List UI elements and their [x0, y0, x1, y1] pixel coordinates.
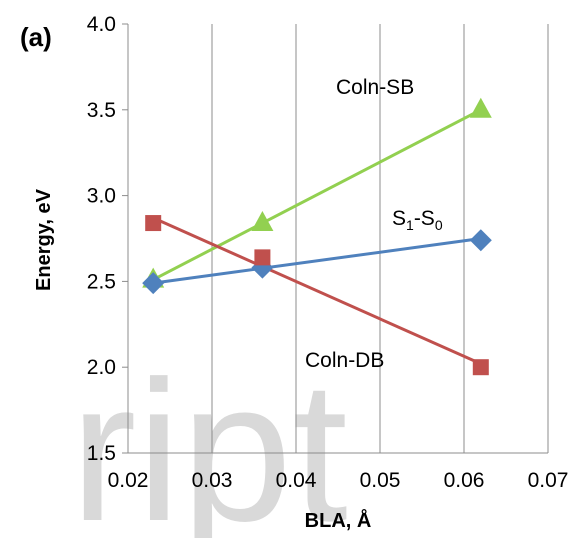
x-axis-label: BLA, Å	[305, 508, 372, 532]
markers	[142, 97, 492, 376]
marker-conin-sb-2	[469, 97, 492, 118]
y-tick-label-1: 2.0	[87, 356, 116, 379]
y-tick-label-3: 3.0	[87, 185, 116, 208]
x-tick-labels: 0.02 0.03 0.04 0.05 0.06 0.07	[108, 469, 569, 492]
watermark: ript	[70, 340, 348, 538]
x-tick-label-3: 0.05	[360, 469, 401, 492]
grid	[122, 23, 549, 454]
y-tick-label-5: 4.0	[87, 13, 116, 36]
y-tick-label-2: 2.5	[87, 270, 116, 293]
series-label-conin-sb: Coln-SB	[336, 76, 414, 99]
x-tick-label-0: 0.02	[108, 469, 149, 492]
y-tick-label-4: 3.5	[87, 99, 116, 122]
marker-conin-db-1	[254, 249, 271, 266]
s1-s0-label-mid: -S	[414, 207, 435, 230]
panel-label: (a)	[20, 22, 52, 52]
plot-area	[122, 23, 549, 454]
y-tick-label-0: 1.5	[87, 442, 116, 465]
x-tick-label-2: 0.04	[276, 469, 317, 492]
series-label-s1-s0: S1-S0	[392, 207, 443, 233]
x-tick-label-5: 0.07	[528, 469, 569, 492]
y-tick-labels: 1.5 2.0 2.5 3.0 3.5 4.0	[87, 13, 116, 465]
s1-s0-label-sub1: 1	[406, 217, 414, 233]
marker-conin-db-0	[145, 215, 162, 232]
trendlines	[152, 108, 482, 366]
s1-s0-label-s: S	[392, 207, 406, 230]
s1-s0-label-sub2: 0	[435, 217, 443, 233]
marker-s1-s0-2	[469, 229, 492, 252]
series-label-conin-db: Coln-DB	[305, 349, 384, 372]
marker-s1-s0-0	[142, 272, 165, 295]
y-axis-label: Energy, eV	[33, 188, 55, 291]
trendline-conin-sb	[152, 108, 482, 282]
trendline-s1-s0	[152, 237, 482, 285]
marker-conin-sb-1	[251, 211, 274, 232]
x-tick-label-1: 0.03	[192, 469, 233, 492]
trendline-conin-db	[152, 216, 482, 366]
x-tick-label-4: 0.06	[444, 469, 485, 492]
marker-conin-db-2	[472, 359, 489, 376]
